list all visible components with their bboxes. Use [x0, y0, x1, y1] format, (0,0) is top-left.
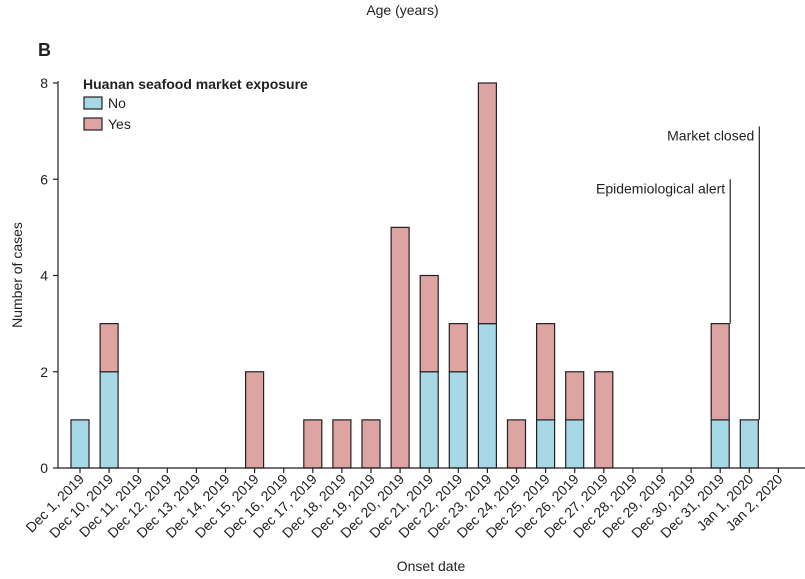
y-tick-label: 4 [40, 268, 48, 284]
legend-label: No [108, 95, 126, 111]
bar-segment-no [477, 323, 497, 469]
y-tick-label: 0 [40, 460, 48, 476]
y-tick-label: 6 [40, 171, 48, 187]
bar-segment-yes [448, 323, 468, 373]
bar-segment-yes [390, 226, 410, 469]
bar-segment-no [710, 419, 730, 469]
bar-segment-yes [535, 323, 556, 421]
bar-segment-yes [99, 323, 119, 373]
bar-segment-yes [710, 323, 730, 421]
bar-segment-yes [506, 419, 527, 469]
bar-segment-yes [361, 419, 381, 469]
bar-segment-no [565, 419, 585, 469]
bar-segment-yes [419, 274, 439, 373]
bar-segment-no [448, 371, 468, 469]
annotation-label: Epidemiological alert [596, 180, 725, 196]
y-tick-label: 2 [40, 364, 48, 380]
bar-segment-no [739, 419, 759, 469]
panel-letter: B [38, 40, 51, 60]
bar-segment-no [99, 371, 119, 469]
annotations-layer: Epidemiological alert Market closed [596, 126, 760, 420]
bar-segment-yes [565, 371, 585, 421]
bar-segment-no [535, 419, 556, 469]
legend-swatch [83, 117, 103, 131]
bar-segment-yes [332, 419, 352, 469]
bar-segment-no [70, 419, 90, 469]
annotation-label: Market closed [667, 127, 754, 143]
top-axis-label: Age (years) [366, 2, 439, 18]
legend-swatch [83, 96, 103, 110]
y-axis-title: Number of cases [9, 222, 25, 328]
x-axis-title: Onset date [397, 558, 466, 574]
bar-segment-no [419, 371, 439, 469]
bars-layer [70, 82, 759, 469]
bar-segment-yes [303, 419, 323, 469]
bar-segment-yes [594, 371, 614, 469]
legend-label: Yes [108, 116, 131, 132]
legend: Huanan seafood market exposure No Yes [83, 76, 308, 132]
bar-segment-yes [245, 371, 265, 469]
legend-title: Huanan seafood market exposure [83, 76, 308, 92]
bar-segment-yes [477, 82, 497, 325]
y-tick-label: 8 [40, 75, 48, 91]
